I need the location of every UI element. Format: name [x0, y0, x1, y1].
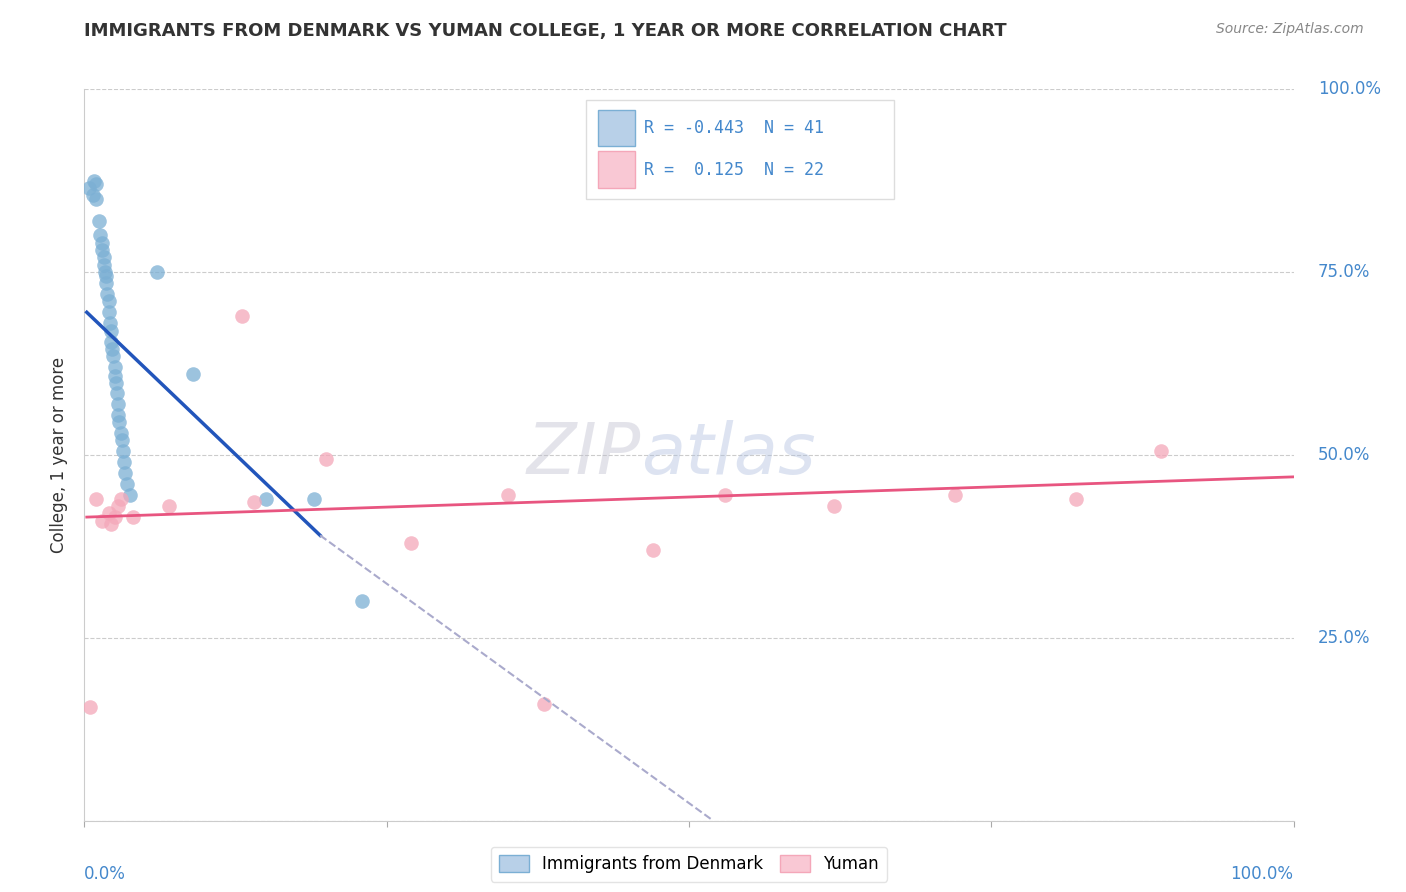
- Point: [86, 192, 108, 206]
- Point: [120, 488, 142, 502]
- Point: [104, 360, 127, 375]
- Text: Source: ZipAtlas.com: Source: ZipAtlas.com: [1216, 22, 1364, 37]
- Point: [93, 251, 115, 265]
- Point: [121, 510, 143, 524]
- Point: [100, 334, 122, 349]
- Point: [77, 181, 100, 195]
- Point: [302, 491, 325, 506]
- Point: [104, 376, 127, 391]
- Point: [110, 491, 132, 506]
- Text: 100.0%: 100.0%: [1230, 864, 1294, 882]
- Point: [823, 499, 845, 513]
- Text: atlas: atlas: [641, 420, 815, 490]
- Point: [98, 316, 121, 330]
- Point: [231, 309, 253, 323]
- Point: [83, 173, 105, 188]
- Point: [96, 287, 118, 301]
- Point: [97, 305, 120, 319]
- FancyBboxPatch shape: [586, 100, 894, 199]
- Text: 100.0%: 100.0%: [1317, 80, 1381, 98]
- Point: [714, 488, 737, 502]
- Point: [87, 214, 110, 228]
- Text: 25.0%: 25.0%: [1317, 629, 1371, 647]
- Point: [79, 700, 101, 714]
- Point: [108, 415, 131, 429]
- Point: [105, 385, 128, 400]
- Text: IMMIGRANTS FROM DENMARK VS YUMAN COLLEGE, 1 YEAR OR MORE CORRELATION CHART: IMMIGRANTS FROM DENMARK VS YUMAN COLLEGE…: [84, 22, 1007, 40]
- Point: [94, 265, 117, 279]
- Point: [943, 488, 966, 502]
- Point: [100, 517, 122, 532]
- Point: [82, 188, 104, 202]
- Point: [104, 510, 127, 524]
- Point: [94, 276, 117, 290]
- Point: [93, 258, 115, 272]
- Point: [91, 235, 114, 250]
- Point: [94, 268, 117, 283]
- Text: R = -0.443  N = 41: R = -0.443 N = 41: [644, 119, 824, 137]
- Point: [315, 451, 337, 466]
- Point: [146, 265, 169, 279]
- Legend: Immigrants from Denmark, Yuman: Immigrants from Denmark, Yuman: [491, 847, 887, 882]
- Point: [103, 349, 125, 363]
- Text: 50.0%: 50.0%: [1317, 446, 1369, 464]
- Point: [86, 178, 108, 192]
- Point: [112, 455, 135, 469]
- Point: [114, 466, 136, 480]
- Point: [352, 594, 374, 608]
- Text: ZIP: ZIP: [526, 420, 641, 490]
- Point: [101, 342, 124, 356]
- Point: [86, 491, 108, 506]
- Point: [97, 507, 120, 521]
- Text: 0.0%: 0.0%: [84, 864, 127, 882]
- Point: [110, 425, 132, 440]
- Point: [89, 228, 111, 243]
- Point: [254, 491, 277, 506]
- Point: [107, 499, 129, 513]
- Point: [533, 697, 555, 711]
- Point: [496, 488, 519, 502]
- Point: [112, 444, 135, 458]
- Point: [157, 499, 180, 513]
- Point: [1064, 491, 1087, 506]
- Point: [641, 543, 664, 558]
- Point: [111, 434, 134, 448]
- Point: [107, 408, 129, 422]
- Point: [104, 368, 127, 383]
- Point: [107, 397, 129, 411]
- Y-axis label: College, 1 year or more: College, 1 year or more: [51, 357, 69, 553]
- Point: [97, 294, 120, 309]
- FancyBboxPatch shape: [599, 110, 634, 146]
- Point: [1149, 444, 1171, 458]
- Point: [399, 535, 422, 549]
- Point: [91, 514, 114, 528]
- Text: 75.0%: 75.0%: [1317, 263, 1369, 281]
- Point: [242, 495, 264, 509]
- Point: [181, 368, 204, 382]
- Point: [115, 477, 138, 491]
- FancyBboxPatch shape: [599, 152, 634, 188]
- Point: [100, 324, 122, 338]
- Point: [91, 243, 114, 257]
- Text: R =  0.125  N = 22: R = 0.125 N = 22: [644, 161, 824, 178]
